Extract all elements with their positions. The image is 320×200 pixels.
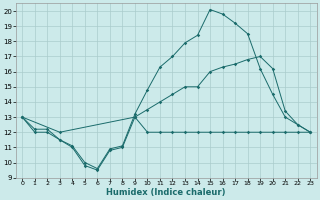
- X-axis label: Humidex (Indice chaleur): Humidex (Indice chaleur): [107, 188, 226, 197]
